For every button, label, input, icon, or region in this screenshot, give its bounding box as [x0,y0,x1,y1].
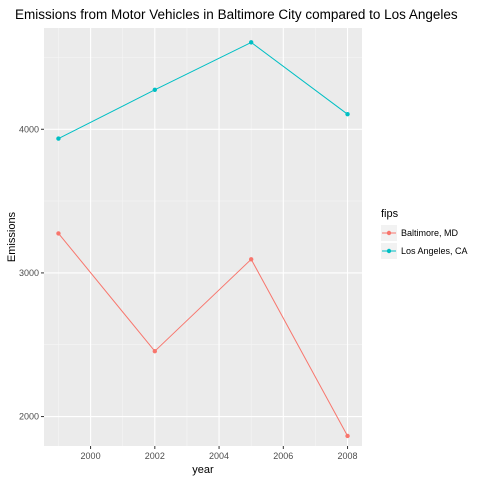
x-tick-label: 2002 [145,451,165,461]
legend-key-point [386,230,392,236]
y-tick-label: 4000 [19,124,39,134]
chart-title: Emissions from Motor Vehicles in Baltimo… [15,7,458,22]
y-tick-label: 3000 [19,268,39,278]
legend-label: Baltimore, MD [401,228,459,238]
plot-panel [44,28,362,446]
x-tick-label: 2006 [273,451,293,461]
series-point-1 [345,433,350,439]
series-line-1 [58,233,348,437]
legend: fips Baltimore, MD Los Angeles, CA [381,208,468,259]
x-tick-label: 2004 [209,451,229,461]
series-point-2 [56,136,61,141]
series-point-1 [56,231,61,236]
grid-major-lines [44,28,362,446]
y-axis-ticks: 2000 3000 4000 [19,124,44,422]
series-point-1 [152,348,158,354]
y-axis-title: Emissions [6,211,18,262]
legend-key-point [386,248,392,254]
grid-minor-lines [44,28,362,446]
x-tick-label: 2000 [81,451,101,461]
series-point-2 [345,111,350,117]
series-point-1 [248,257,254,262]
legend-label: Los Angeles, CA [401,246,468,256]
series-line-2 [58,41,348,140]
legend-title: fips [381,208,399,220]
series-layer [56,40,350,439]
x-axis-ticks: 2000 2002 2004 2006 2008 [81,446,358,461]
x-axis-title: year [192,464,214,476]
series-point-2 [248,40,254,45]
y-tick-label: 2000 [19,412,39,422]
x-tick-label: 2008 [338,451,358,461]
series-point-2 [152,87,158,92]
